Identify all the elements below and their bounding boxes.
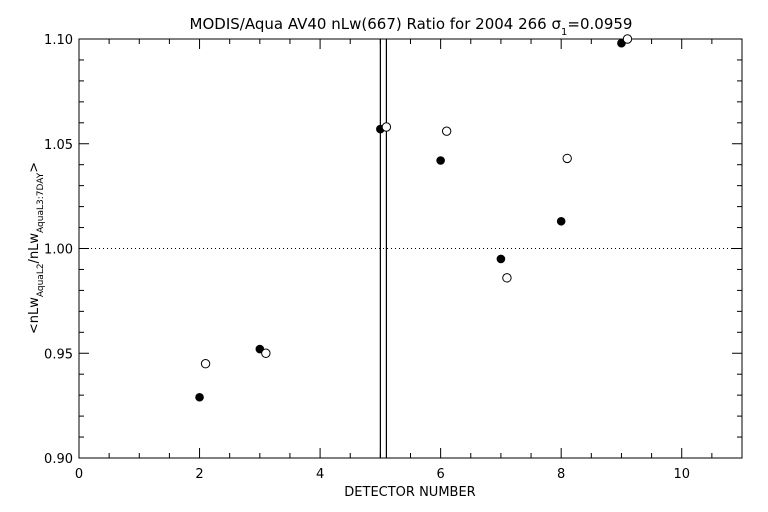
data-point-filled (556, 216, 566, 226)
y-tick-label: 1.05 (44, 138, 73, 153)
data-point-filled (255, 344, 265, 354)
x-tick-label: 2 (195, 467, 203, 482)
y-tick-label: 0.95 (44, 347, 73, 362)
plot-frame (78, 38, 743, 459)
x-tick-label: 10 (673, 467, 690, 482)
data-point-filled (195, 392, 204, 402)
x-tick-label: 4 (316, 467, 324, 482)
data-point-filled (617, 38, 626, 48)
y-tick-label: 1.00 (44, 243, 73, 258)
data-point-open (622, 34, 633, 44)
y-tick-label: 0.90 (44, 452, 73, 467)
data-point-filled (496, 254, 506, 264)
x-axis-label: DETECTOR NUMBER (344, 485, 475, 500)
x-tick-label: 8 (557, 467, 565, 482)
x-tick-label: 6 (436, 467, 444, 482)
x-tick-label: 0 (75, 467, 83, 482)
chart-title: MODIS/Aqua AV40 nLw(667) Ratio for 2004 … (190, 15, 633, 38)
data-point-filled (436, 156, 445, 165)
data-point-open (261, 348, 271, 358)
data-point-open (381, 122, 392, 132)
data-point-open (562, 153, 572, 164)
data-point-open (200, 359, 211, 369)
y-axis-label: <nLwAquaL2/nLwAquaL3:7DAY> (27, 162, 46, 334)
y-tick-label: 1.10 (44, 33, 73, 48)
data-point-open (441, 126, 452, 136)
plot-layer: 0 2 4 6 8 10 0.90 0.95 1.00 1.05 1.10 (44, 33, 743, 482)
data-point-open (502, 273, 512, 283)
